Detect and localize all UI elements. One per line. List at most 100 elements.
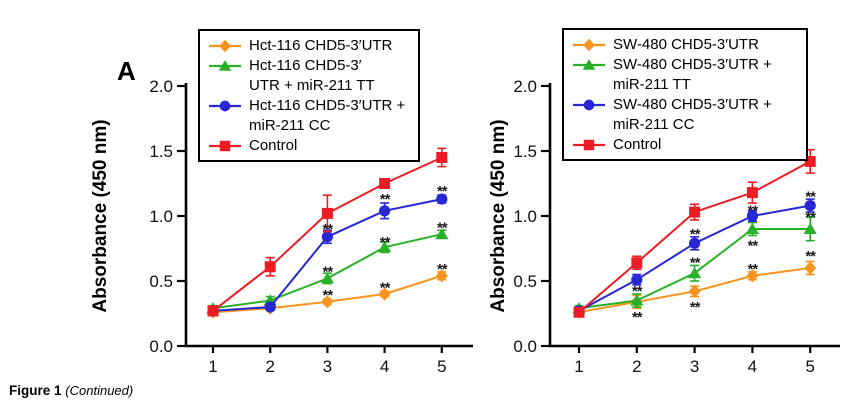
data-point-circle [689,237,701,249]
x-tick-label: 2 [265,357,274,376]
y-axis-title: Absorbance (450 nm) [488,119,509,312]
y-tick-label: 0.5 [513,272,537,291]
blue-circle-legend-marker-icon [573,99,605,111]
significance-marker: ** [380,234,391,251]
data-point-circle [379,205,391,217]
x-tick-label: 5 [805,357,814,376]
data-point-circle [746,210,759,222]
data-point-square [804,155,816,167]
legend-entry: Hct-116 CHD5-3′UTR + miR-211 CC [208,96,412,136]
significance-marker: ** [323,221,334,238]
data-point-circle [264,301,276,313]
data-point-circle [436,193,448,205]
data-point-triangle [218,60,232,71]
significance-marker: ** [437,261,448,278]
data-point-square [631,257,643,269]
y-tick-label: 0.0 [149,337,173,356]
legend-label-line: SW-480 CHD5-3′UTR + [613,96,772,113]
y-tick-label: 2.0 [513,77,537,96]
legend-left: Hct-116 CHD5-3′UTR Hct-116 CHD5-3′ UTR + m… [198,29,420,162]
data-point-circle [804,200,816,212]
legend-label: Hct-116 CHD5-3′ UTR + miR-211 TT [249,56,375,96]
significance-marker: ** [805,188,816,205]
orange-diamond-legend-marker-icon [209,39,241,53]
legend-entry: Control [572,135,800,155]
chart-right: Absorbance (450 nm) 0.0 0.5 1.0 1.5 2.0 1 2 3 4 5 *… [488,77,840,376]
x-tick-label: 4 [748,357,757,376]
data-point-square [207,305,219,317]
data-point-circle [321,231,333,243]
data-point-square [689,206,701,218]
legend-label-line: SW-480 CHD5-3′UTR [613,36,759,53]
chart-left: Absorbance (450 nm) 0.0 0.5 1.0 1.5 2.0 1 2 3 4 5 *… [90,77,473,376]
data-point-diamond [435,269,448,283]
legend-label-line: Control [249,137,298,154]
data-point-triangle [630,294,644,306]
data-point-diamond [378,287,391,301]
data-point-triangle [803,222,817,234]
green-triangle-legend-marker-icon [209,60,241,71]
legend-label-line: miR-211 CC [249,117,331,134]
data-point-square [379,178,391,189]
data-point-circle [219,100,231,112]
y-tick-label: 1.5 [149,142,173,161]
legend-label-line: Hct-116 CHD5-3′UTR + [249,97,406,114]
legend-label: SW-480 CHD5-3′UTR + miR-211 TT [613,55,772,95]
x-tick-label: 4 [380,357,389,376]
caption-continued: (Continued) [65,383,134,398]
orange-diamond-legend-marker-icon [573,38,605,52]
data-point-square [583,139,595,151]
data-point-diamond [688,284,701,298]
data-point-triangle [688,267,702,279]
legend-label: Control [613,135,661,155]
legend-label: SW-480 CHD5-3′UTR + miR-211 CC [613,95,772,135]
significance-marker: ** [380,191,391,208]
significance-marker: ** [437,220,448,237]
significance-marker: ** [323,287,334,304]
data-point-square [746,187,758,199]
y-tick-label: 1.0 [149,207,173,226]
significance-marker: ** [748,261,759,278]
significance-marker: ** [805,248,816,265]
legend-label-line: Control [613,136,662,153]
data-point-triangle [320,272,334,284]
legend-label-line: Hct-116 CHD5-3′ [249,57,362,74]
legend-label-line: miR-211 TT [613,76,691,93]
significance-marker: ** [380,279,391,296]
x-tick-label: 1 [208,357,217,376]
data-point-triangle [582,59,596,70]
y-tick-label: 1.0 [513,207,537,226]
red-square-legend-marker-icon [209,140,241,152]
legend-label-line: Hct-116 CHD5-3′UTR [249,37,393,54]
significance-marker: ** [323,264,334,281]
significance-marker: ** [690,255,701,272]
y-tick-label: 0.0 [513,337,537,356]
panel-label: A [117,56,136,86]
y-tick-label: 2.0 [149,77,173,96]
y-axis-title: Absorbance (450 nm) [90,119,111,312]
figure-caption: Figure 1 (Continued) [9,383,133,398]
legend-label: Hct-116 CHD5-3′UTR + miR-211 CC [249,96,405,136]
green-triangle-legend-marker-icon [573,59,605,70]
data-point-square [321,207,333,219]
legend-entry: SW-480 CHD5-3′UTR [572,35,800,55]
data-point-diamond [219,39,231,53]
legend-label: Control [249,136,297,156]
data-point-diamond [746,269,759,283]
red-square-legend-marker-icon [573,139,605,151]
y-tick-label: 1.5 [513,142,537,161]
data-point-diamond [804,261,817,275]
data-point-square [264,261,276,273]
x-tick-label: 1 [574,357,583,376]
x-tick-label: 2 [632,357,641,376]
data-point-circle [631,274,643,286]
x-tick-label: 3 [323,357,332,376]
legend-entry: Control [208,136,412,156]
legend-label-line: miR-211 CC [613,116,695,133]
legend-entry: SW-480 CHD5-3′UTR + miR-211 TT [572,55,800,95]
caption-title: Figure 1 [9,383,62,398]
data-point-triangle [435,228,449,240]
legend-entry: Hct-116 CHD5-3′ UTR + miR-211 TT [208,56,412,96]
legend-right: SW-480 CHD5-3′UTR SW-480 CHD5-3′UTR + miR-… [562,28,808,161]
